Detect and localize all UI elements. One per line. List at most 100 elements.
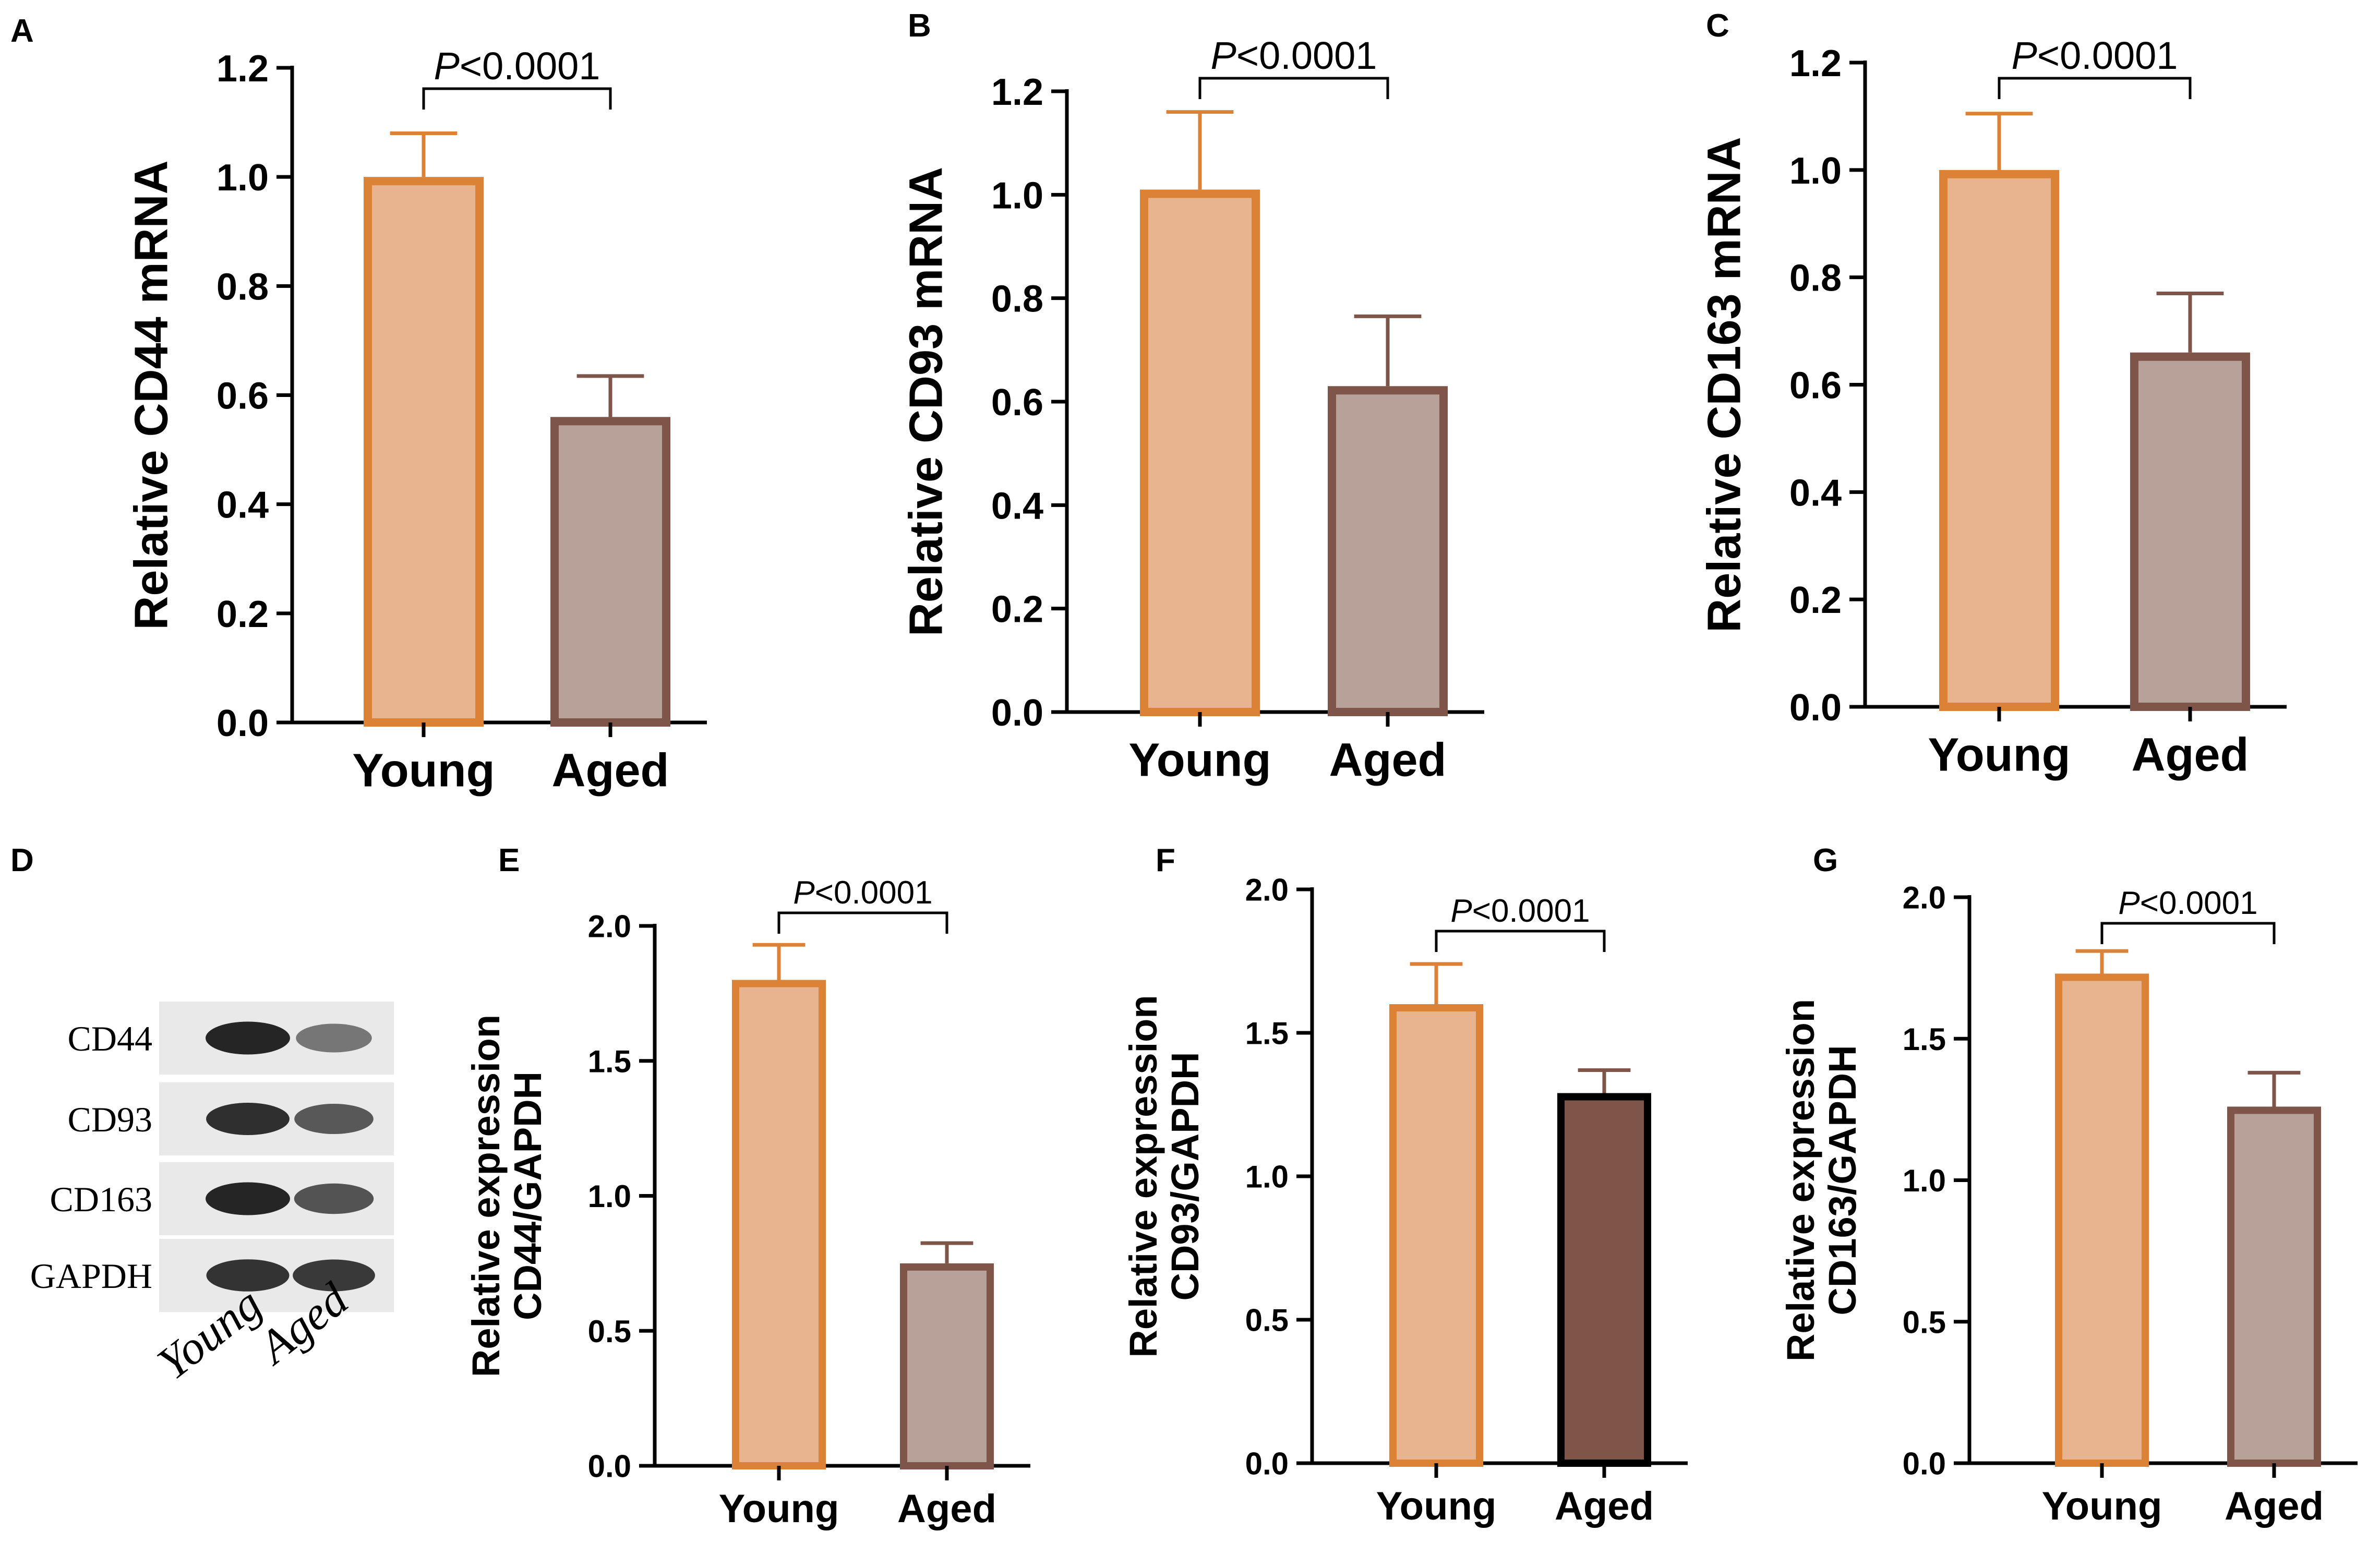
y-tick-label: 2.0 xyxy=(588,909,631,944)
chart-panel-a: A 0.0 0.2 0.4 0.6 0.8 1.0 1.2 Relative CD44 mRNA… xyxy=(10,13,707,797)
bar-young xyxy=(2055,973,2149,1467)
y-tick-label: 0.0 xyxy=(588,1449,631,1484)
blot-row-label: GAPDH xyxy=(30,1256,152,1296)
x-tick-label: Young xyxy=(1928,729,2070,781)
significance-prefix: P xyxy=(2118,885,2139,921)
y-tick-label: 0.4 xyxy=(991,485,1043,527)
x-tick-label: Aged xyxy=(1329,734,1447,787)
y-tick-label: 0.0 xyxy=(1903,1446,1946,1481)
significance-label: P<0.0001 xyxy=(434,44,600,88)
y-tick-label: 0.2 xyxy=(217,594,269,635)
blot-band-cd163-young xyxy=(206,1182,290,1215)
y-tick-label: 2.0 xyxy=(1245,873,1289,908)
y-axis-label: CD163/GAPDH xyxy=(1821,1045,1864,1315)
blot-band-cd44-young xyxy=(206,1021,290,1055)
significance-prefix: P xyxy=(1450,893,1472,929)
chart-panel-b: B 0.0 0.2 0.4 0.6 0.8 1.0 1.2 Relative CD93 mRNA… xyxy=(900,8,1484,787)
panel-label: D xyxy=(10,842,34,878)
y-tick-label: 1.0 xyxy=(588,1179,631,1214)
y-tick-label: 0.2 xyxy=(1789,580,1842,621)
y-tick-label: 0.4 xyxy=(217,485,269,526)
blot-row-label: CD163 xyxy=(50,1179,152,1219)
significance-prefix: P xyxy=(793,875,814,911)
panel-label: G xyxy=(1813,842,1838,878)
chart-panel-c: C 0.0 0.2 0.4 0.6 0.8 1.0 1.2 Relative CD163 mRN… xyxy=(1698,8,2287,781)
x-tick-label: Young xyxy=(1376,1484,1497,1528)
y-tick-label: 0.0 xyxy=(217,703,269,744)
bar-young xyxy=(1939,170,2059,712)
y-axis-label: CD93/GAPDH xyxy=(1163,1052,1207,1301)
panel-label: C xyxy=(1706,8,1729,44)
y-tick-label: 1.5 xyxy=(1903,1022,1946,1057)
y-tick-label: 1.5 xyxy=(588,1044,631,1079)
y-tick-label: 2.0 xyxy=(1903,881,1946,915)
x-tick-label: Young xyxy=(719,1487,839,1531)
panel-label: B xyxy=(908,8,931,44)
y-tick-label: 1.0 xyxy=(217,157,269,199)
significance-label: P<0.0001 xyxy=(793,875,932,911)
y-tick-label: 1.2 xyxy=(991,71,1043,113)
bar-young xyxy=(732,980,826,1469)
significance-prefix: P xyxy=(2012,34,2037,77)
bar-aged xyxy=(900,1263,994,1469)
x-tick-label: Aged xyxy=(552,745,669,797)
y-axis-label: CD44/GAPDH xyxy=(506,1071,549,1320)
significance-bracket xyxy=(1435,930,1606,952)
blot-band-cd93-aged xyxy=(294,1104,374,1134)
bar-aged xyxy=(2130,352,2250,711)
y-tick-label: 1.0 xyxy=(1789,150,1842,192)
y-tick-label: 0.2 xyxy=(991,589,1043,631)
bar-aged xyxy=(1557,1093,1651,1467)
significance-prefix: P xyxy=(1211,34,1236,77)
chart-panel-f: F 0.0 0.5 1.0 1.5 2.0 Relative expressionCD93/… xyxy=(1122,842,1688,1528)
significance-label: P<0.0001 xyxy=(2118,885,2257,921)
significance-bracket xyxy=(777,911,948,934)
bar-young xyxy=(1140,189,1260,716)
bar-aged xyxy=(1328,386,1448,716)
y-tick-label: 0.6 xyxy=(1789,365,1842,406)
x-tick-label: Young xyxy=(2042,1484,2162,1528)
y-tick-label: 0.6 xyxy=(991,382,1043,424)
significance-value: <0.0001 xyxy=(2037,34,2178,77)
y-tick-label: 0.4 xyxy=(1789,472,1842,514)
x-tick-label: Aged xyxy=(2225,1484,2324,1528)
significance-prefix: P xyxy=(434,44,460,88)
significance-value: <0.0001 xyxy=(1236,34,1377,77)
y-axis-label: Relative CD44 mRNA xyxy=(125,160,177,630)
x-tick-label: Aged xyxy=(897,1487,996,1531)
x-tick-label: Young xyxy=(1128,734,1271,787)
y-tick-label: 1.0 xyxy=(1903,1163,1946,1198)
panel-label: F xyxy=(1156,842,1175,878)
y-tick-label: 1.2 xyxy=(217,48,269,90)
x-tick-label: Aged xyxy=(2132,729,2249,781)
y-axis-label: Relative CD163 mRNA xyxy=(1698,137,1750,632)
y-axis-label: Relative CD93 mRNA xyxy=(900,167,952,636)
y-axis-label: Relative expression xyxy=(1122,995,1165,1357)
blot-band-cd44-aged xyxy=(296,1023,372,1053)
bar-aged xyxy=(550,417,670,727)
y-axis-label: Relative expression xyxy=(1779,999,1822,1361)
blot-band-gapdh-aged xyxy=(293,1259,375,1292)
significance-value: <0.0001 xyxy=(815,875,933,911)
y-tick-label: 1.0 xyxy=(1245,1160,1289,1195)
bar-aged xyxy=(2227,1106,2321,1467)
bar-young xyxy=(1389,1004,1483,1467)
y-tick-label: 0.0 xyxy=(1789,687,1842,729)
y-tick-label: 0.0 xyxy=(1245,1446,1289,1481)
panel-label: A xyxy=(10,13,34,49)
y-tick-label: 1.0 xyxy=(991,175,1043,216)
significance-value: <0.0001 xyxy=(1472,893,1590,929)
chart-panel-e: E 0.0 0.5 1.0 1.5 2.0 Relative expressionCD44/… xyxy=(464,842,1030,1531)
y-tick-label: 0.5 xyxy=(1903,1305,1946,1340)
blot-row-label: CD44 xyxy=(68,1019,152,1058)
blot-band-gapdh-young xyxy=(206,1259,290,1292)
blot-band-cd93-young xyxy=(206,1103,290,1135)
y-tick-label: 0.5 xyxy=(1245,1303,1289,1338)
y-tick-label: 1.2 xyxy=(1789,43,1842,85)
y-tick-label: 0.8 xyxy=(217,266,269,308)
y-tick-label: 0.8 xyxy=(1789,258,1842,299)
blot-row-label: CD93 xyxy=(68,1100,152,1139)
significance-label: P<0.0001 xyxy=(1450,893,1590,929)
